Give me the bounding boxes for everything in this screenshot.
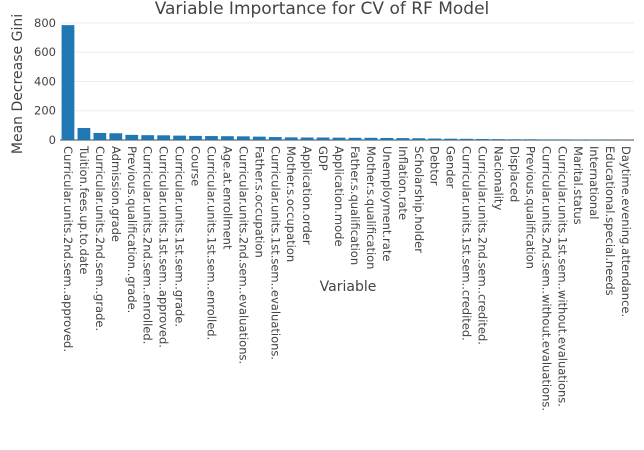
x-tick-label: Curricular.units.2nd.sem..evaluations. xyxy=(236,146,250,364)
x-tick-label: Nacionality xyxy=(491,146,505,210)
bar xyxy=(173,135,186,140)
x-tick-label: Curricular.units.2nd.sem..enrolled. xyxy=(141,146,155,344)
bar xyxy=(523,139,537,140)
x-tick-label: Curricular.units.2nd.sem..credited. xyxy=(476,146,490,345)
x-tick-label: Curricular.units.1st.sem..credited. xyxy=(460,146,474,341)
x-tick-label: Mother.s.occupation xyxy=(284,146,298,262)
gridlines xyxy=(60,22,634,141)
bar xyxy=(221,136,234,140)
y-axis-title: Mean Decrease Gini xyxy=(10,14,26,154)
bar xyxy=(348,137,362,140)
bars xyxy=(61,25,633,141)
y-tick-label: 0 xyxy=(49,133,56,147)
bar xyxy=(508,139,521,140)
x-tick-label: Unemployment.rate xyxy=(380,146,394,261)
x-tick-label: Application.mode xyxy=(332,146,346,247)
x-tick-label: Curricular.units.1st.sem..grade. xyxy=(173,146,187,327)
bar xyxy=(268,137,282,140)
bar xyxy=(460,138,473,140)
x-tick-label: Curricular.units.2nd.sem..grade. xyxy=(93,146,107,331)
x-tick-label: Previous.qualification..grade. xyxy=(125,146,139,313)
bar xyxy=(476,138,489,140)
x-tick-label: Father.s.occupation xyxy=(252,146,266,258)
x-tick-label: Curricular.units.2nd.sem..approved. xyxy=(61,146,75,352)
bar xyxy=(77,128,91,140)
x-tick-label: Admission.grade xyxy=(109,146,123,242)
y-tick-label: 200 xyxy=(34,104,56,118)
x-tick-label: Curricular.units.1st.sem..enrolled. xyxy=(204,146,218,340)
bar xyxy=(141,135,155,140)
bar xyxy=(157,135,171,140)
y-tick-label: 600 xyxy=(34,45,56,59)
x-tick-label: Curricular.units.1st.sem..approved. xyxy=(157,146,171,348)
x-tick-label: Mother.s.qualification xyxy=(364,146,378,269)
bar xyxy=(412,138,426,140)
chart-title: Variable Importance for CV of RF Model xyxy=(155,0,490,19)
x-tick-label: Marital.status xyxy=(571,146,585,225)
x-tick-label: Scholarship.holder xyxy=(412,146,426,253)
bar xyxy=(396,138,410,140)
x-tick-label: Tuition.fees.up.to.date xyxy=(77,145,91,274)
x-tick-label: Application.order xyxy=(300,146,314,245)
bar xyxy=(380,137,394,140)
bar xyxy=(555,139,569,140)
x-tick-label: GDP xyxy=(316,146,330,171)
bar xyxy=(236,136,250,140)
bar xyxy=(61,25,75,141)
x-tick-label: Curricular.units.1st.sem..evaluations. xyxy=(268,146,282,360)
bar xyxy=(300,137,314,140)
bar xyxy=(332,137,346,140)
bar xyxy=(428,138,442,140)
bar xyxy=(189,135,202,140)
bar xyxy=(205,136,218,140)
bar xyxy=(93,132,107,140)
x-tick-label: Inflation.rate xyxy=(396,146,410,220)
bar xyxy=(444,138,458,140)
bar xyxy=(364,137,378,140)
bar xyxy=(252,136,266,140)
y-tick-labels: 0 200 400 600 800 xyxy=(34,16,56,147)
x-tick-label: Age.at.enrollment xyxy=(220,146,234,250)
x-tick-label: Displaced xyxy=(507,146,521,202)
x-tick-labels: Curricular.units.2nd.sem..approved. Tuiti… xyxy=(61,145,633,411)
x-tick-label: Gender xyxy=(444,146,458,189)
bar xyxy=(125,134,139,140)
x-axis-title: Variable xyxy=(320,279,377,295)
bar xyxy=(284,137,298,140)
y-tick-label: 400 xyxy=(34,74,56,88)
x-tick-label: Previous.qualification xyxy=(523,146,537,269)
x-tick-label: Daytime.evening.attendance. xyxy=(619,146,633,317)
x-tick-label: Curricular.units.1st.sem..without.evalua… xyxy=(555,146,569,407)
x-tick-label: Debtor xyxy=(428,146,442,186)
x-tick-label: Curricular.units.2nd.sem..without.evalua… xyxy=(539,146,553,411)
bar xyxy=(316,137,330,140)
x-tick-label: Educational.special.needs xyxy=(603,146,617,296)
x-tick-label: Course xyxy=(189,146,203,186)
x-tick-label: Father.s.qualification xyxy=(348,146,362,265)
x-tick-label: International xyxy=(587,146,601,219)
bar xyxy=(492,139,505,140)
bar xyxy=(539,139,553,140)
bar xyxy=(109,133,123,140)
y-tick-label: 800 xyxy=(34,16,56,30)
